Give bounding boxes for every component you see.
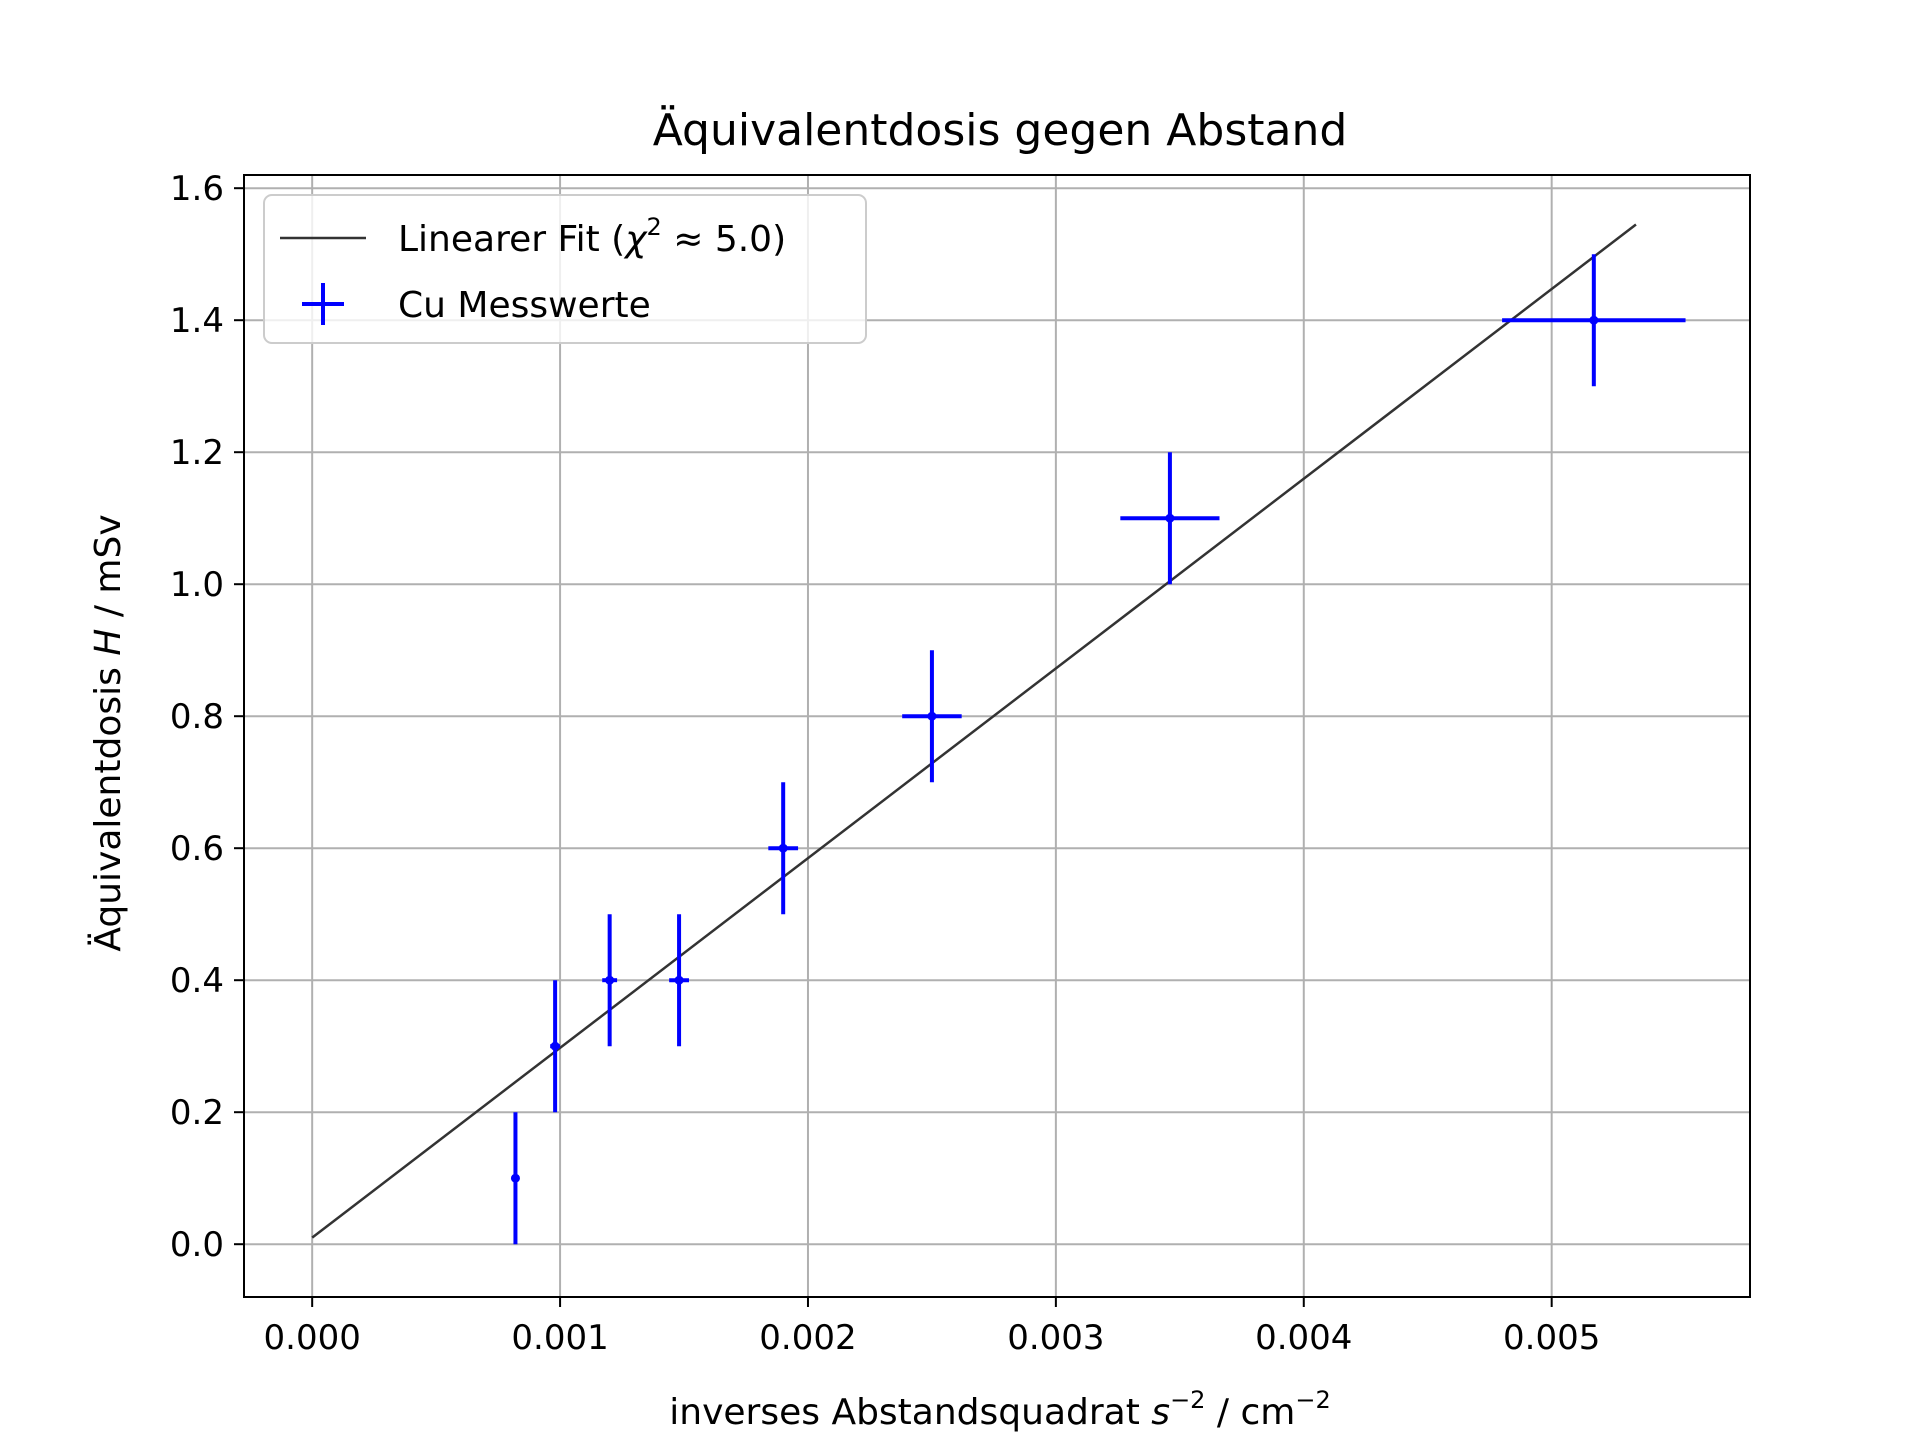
x-tick-label: 0.005 [1503, 1318, 1600, 1358]
legend: Linearer Fit (χ2 ≈ 5.0) Cu Messwerte [263, 194, 867, 344]
x-axis-label-var-exp: −2 [1170, 1386, 1205, 1414]
point-marker [605, 975, 615, 985]
data-marks [311, 223, 1686, 1245]
point-marker [674, 975, 684, 985]
x-tick-label: 0.000 [264, 1318, 361, 1358]
chart-title: Äquivalentdosis gegen Abstand [653, 104, 1348, 156]
x-tick-label: 0.001 [511, 1318, 608, 1358]
x-axis-label-text: inverses Abstandsquadrat [669, 1392, 1140, 1433]
data-point [1502, 254, 1686, 387]
y-axis-label-suffix: / mSv [88, 514, 129, 628]
x-tick-label: 0.004 [1255, 1318, 1352, 1358]
x-axis-label-unit-exp: −2 [1295, 1386, 1330, 1414]
data-point [902, 650, 962, 783]
y-tick-label: 1.6 [170, 169, 224, 209]
legend-box [263, 194, 867, 344]
legend-fit-prefix: Linearer Fit ( [398, 219, 625, 260]
plot-frame [243, 174, 1751, 1298]
ticks: 0.000 0.001 0.002 0.003 0.004 0.005 0.0 0.2 0.4 0… [170, 169, 1600, 1358]
y-tick-label: 1.4 [170, 301, 224, 341]
fit-line [311, 223, 1637, 1239]
data-point [602, 914, 618, 1047]
legend-fit-chi: χ [623, 219, 648, 260]
legend-cu-label: Cu Messwerte [398, 285, 651, 326]
y-tick-label: 0.4 [170, 961, 224, 1001]
point-marker [550, 1041, 560, 1051]
point-marker [510, 1173, 520, 1183]
x-tick-label: 0.003 [1007, 1318, 1104, 1358]
point-marker [778, 843, 788, 853]
y-axis-label: Äquivalentdosis H / mSv [87, 514, 129, 951]
point-marker [927, 711, 937, 721]
y-tick-label: 0.8 [170, 697, 224, 737]
data-point [1120, 452, 1220, 585]
data-point [768, 782, 799, 915]
legend-fit-chi-exp: 2 [647, 213, 662, 241]
x-axis-label: inverses Abstandsquadrat s−2 / cm−2 [669, 1386, 1330, 1433]
point-marker [1165, 513, 1175, 523]
data-point [550, 980, 561, 1113]
y-axis-label-var: H [88, 629, 129, 656]
legend-fit-label: Linearer Fit (χ2 ≈ 5.0) [398, 213, 786, 260]
x-axis-label-var: s [1151, 1392, 1170, 1433]
x-tick-label: 0.002 [759, 1318, 856, 1358]
y-tick-label: 1.2 [170, 433, 224, 473]
y-tick-label: 0.6 [170, 829, 224, 869]
data-point [669, 914, 689, 1047]
data-point [510, 1112, 520, 1245]
legend-fit-suffix: ≈ 5.0) [662, 219, 786, 260]
y-tick-label: 1.0 [170, 565, 224, 605]
y-tick-label: 0.0 [170, 1225, 224, 1265]
plot-area [244, 175, 1750, 1297]
y-axis-label-prefix: Äquivalentdosis [87, 656, 129, 952]
x-axis-label-unit: / cm [1205, 1392, 1295, 1433]
grid [244, 175, 1750, 1297]
y-tick-label: 0.2 [170, 1093, 224, 1133]
point-marker [1589, 315, 1599, 325]
